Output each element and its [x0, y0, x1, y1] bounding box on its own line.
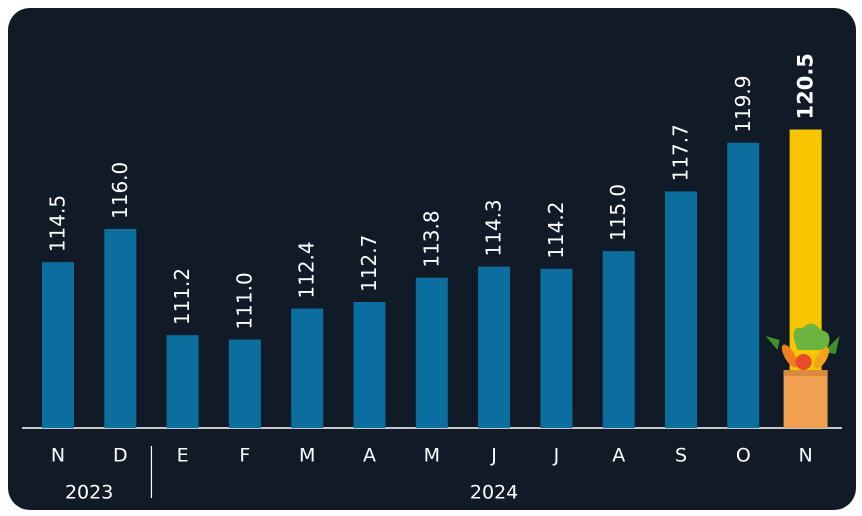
bar	[104, 229, 136, 428]
x-tick-label: J	[490, 445, 497, 467]
x-tick-label: M	[424, 445, 440, 467]
value-label: 112.4	[295, 241, 319, 298]
bar	[478, 267, 510, 428]
value-label: 114.3	[482, 199, 506, 256]
bag-top	[784, 370, 828, 376]
value-label: 116.0	[108, 162, 132, 219]
value-label: 117.7	[669, 124, 693, 181]
x-tick-label: M	[299, 445, 315, 467]
bar	[229, 340, 261, 428]
x-tick-label: O	[736, 445, 751, 467]
x-tick-label: J	[553, 445, 560, 467]
value-label: 111.2	[170, 268, 194, 325]
value-label: 114.5	[46, 195, 70, 252]
x-tick-label: N	[798, 445, 812, 467]
value-label: 113.8	[419, 210, 443, 267]
tomato	[796, 354, 812, 370]
x-tick-label: N	[51, 445, 65, 467]
x-tick-label: D	[113, 445, 128, 467]
bar	[354, 302, 386, 428]
value-label: 119.9	[731, 76, 755, 133]
page: {"chart_data": {"type": "bar", "categori…	[0, 0, 862, 516]
year-label: 2023	[65, 482, 113, 504]
x-tick-label: S	[675, 445, 687, 467]
x-tick-label: F	[239, 445, 250, 467]
value-label: 120.5	[794, 53, 818, 119]
value-label: 114.2	[544, 202, 568, 259]
bar	[416, 278, 448, 428]
x-tick-label: E	[177, 445, 189, 467]
bar	[540, 269, 572, 428]
bar	[603, 251, 635, 428]
bar	[291, 309, 323, 428]
x-tick-label: A	[363, 445, 376, 467]
year-label: 2024	[470, 482, 518, 504]
bar	[727, 143, 759, 428]
bar	[665, 191, 697, 428]
bar	[42, 262, 74, 428]
value-label: 112.7	[357, 235, 381, 292]
value-label: 111.0	[232, 272, 256, 329]
chart: 114.5 N 116.0 D 111.2 E 111.0 F 112.4 M 112.7 A 113.…	[0, 0, 862, 516]
bar	[167, 335, 199, 428]
value-label: 115.0	[606, 184, 630, 241]
x-tick-label: A	[612, 445, 625, 467]
bag	[784, 370, 828, 428]
